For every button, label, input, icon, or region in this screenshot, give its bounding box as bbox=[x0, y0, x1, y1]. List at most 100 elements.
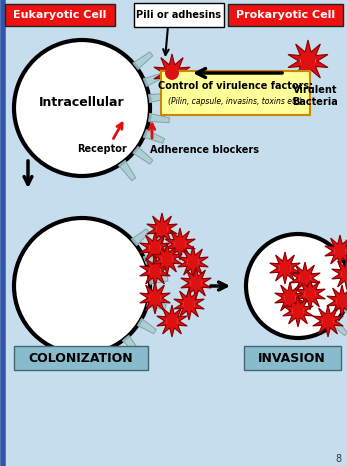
Text: 8: 8 bbox=[336, 454, 342, 464]
Ellipse shape bbox=[337, 297, 347, 305]
Circle shape bbox=[301, 54, 315, 68]
Circle shape bbox=[166, 67, 178, 79]
Polygon shape bbox=[147, 299, 166, 309]
Ellipse shape bbox=[162, 255, 172, 263]
Polygon shape bbox=[325, 235, 347, 267]
Circle shape bbox=[342, 269, 347, 279]
Text: Receptor: Receptor bbox=[77, 144, 127, 154]
Circle shape bbox=[285, 293, 295, 303]
Ellipse shape bbox=[323, 317, 333, 325]
Ellipse shape bbox=[191, 279, 201, 287]
Ellipse shape bbox=[335, 247, 345, 255]
Polygon shape bbox=[288, 40, 328, 82]
Circle shape bbox=[188, 257, 198, 267]
Circle shape bbox=[191, 278, 201, 288]
FancyBboxPatch shape bbox=[5, 4, 115, 26]
Polygon shape bbox=[140, 232, 170, 264]
Circle shape bbox=[14, 218, 150, 354]
FancyBboxPatch shape bbox=[134, 3, 224, 27]
Polygon shape bbox=[290, 262, 320, 294]
Polygon shape bbox=[150, 276, 168, 284]
Circle shape bbox=[337, 296, 347, 306]
Circle shape bbox=[280, 263, 290, 273]
Circle shape bbox=[150, 266, 160, 276]
Polygon shape bbox=[295, 278, 325, 310]
Ellipse shape bbox=[305, 290, 315, 298]
Ellipse shape bbox=[184, 300, 194, 308]
Polygon shape bbox=[339, 245, 347, 259]
Polygon shape bbox=[144, 73, 164, 86]
Polygon shape bbox=[283, 295, 313, 327]
Text: (Pilin, capsule, invasins, toxins etc): (Pilin, capsule, invasins, toxins etc) bbox=[168, 96, 303, 105]
Polygon shape bbox=[149, 114, 169, 123]
FancyBboxPatch shape bbox=[228, 4, 343, 26]
Polygon shape bbox=[137, 319, 156, 334]
Ellipse shape bbox=[166, 69, 178, 78]
Circle shape bbox=[150, 243, 160, 253]
Polygon shape bbox=[327, 285, 347, 317]
Ellipse shape bbox=[150, 267, 160, 275]
Polygon shape bbox=[178, 246, 208, 278]
FancyBboxPatch shape bbox=[244, 346, 341, 370]
Circle shape bbox=[246, 234, 347, 338]
Ellipse shape bbox=[342, 270, 347, 278]
Polygon shape bbox=[174, 288, 204, 320]
Circle shape bbox=[175, 239, 185, 249]
Text: Pili or adhesins: Pili or adhesins bbox=[136, 10, 221, 20]
Ellipse shape bbox=[150, 294, 160, 302]
Polygon shape bbox=[270, 252, 300, 284]
Circle shape bbox=[300, 273, 310, 283]
Circle shape bbox=[157, 224, 167, 234]
Polygon shape bbox=[149, 93, 169, 103]
Polygon shape bbox=[165, 228, 195, 260]
Polygon shape bbox=[152, 243, 182, 275]
FancyBboxPatch shape bbox=[161, 71, 310, 115]
Polygon shape bbox=[119, 161, 136, 181]
Polygon shape bbox=[147, 213, 177, 245]
Ellipse shape bbox=[280, 264, 290, 272]
Text: INVASION: INVASION bbox=[258, 351, 326, 364]
Circle shape bbox=[150, 293, 160, 303]
Ellipse shape bbox=[300, 274, 310, 282]
Circle shape bbox=[162, 254, 172, 264]
Polygon shape bbox=[154, 54, 190, 92]
Polygon shape bbox=[275, 282, 305, 314]
Polygon shape bbox=[332, 320, 347, 336]
Circle shape bbox=[167, 316, 177, 326]
Text: Control of virulence factors:: Control of virulence factors: bbox=[158, 81, 313, 91]
Ellipse shape bbox=[157, 225, 167, 233]
FancyBboxPatch shape bbox=[14, 346, 148, 370]
Ellipse shape bbox=[285, 294, 295, 302]
Polygon shape bbox=[181, 267, 211, 299]
Polygon shape bbox=[344, 305, 347, 316]
Polygon shape bbox=[140, 282, 170, 314]
Text: Intracellular: Intracellular bbox=[39, 96, 125, 110]
Text: Prokaryotic Cell: Prokaryotic Cell bbox=[236, 10, 335, 20]
Ellipse shape bbox=[188, 258, 198, 266]
Polygon shape bbox=[157, 305, 187, 337]
Polygon shape bbox=[144, 252, 163, 264]
Polygon shape bbox=[133, 52, 153, 69]
Ellipse shape bbox=[175, 240, 185, 248]
Circle shape bbox=[293, 306, 303, 316]
Circle shape bbox=[184, 299, 194, 309]
Polygon shape bbox=[140, 255, 170, 287]
Text: Adherence blockers: Adherence blockers bbox=[151, 145, 260, 155]
Ellipse shape bbox=[167, 317, 177, 325]
Text: COLONIZATION: COLONIZATION bbox=[29, 351, 133, 364]
Ellipse shape bbox=[301, 56, 315, 66]
Circle shape bbox=[335, 246, 345, 256]
Circle shape bbox=[305, 289, 315, 299]
Polygon shape bbox=[332, 258, 347, 290]
Polygon shape bbox=[144, 130, 164, 143]
Circle shape bbox=[323, 316, 333, 326]
Ellipse shape bbox=[150, 244, 160, 252]
Circle shape bbox=[14, 40, 150, 176]
Polygon shape bbox=[313, 305, 343, 337]
Text: Virulent Bacteria: Virulent Bacteria bbox=[292, 85, 338, 107]
Ellipse shape bbox=[293, 307, 303, 315]
Polygon shape bbox=[132, 229, 150, 246]
Text: Eukaryotic Cell: Eukaryotic Cell bbox=[13, 10, 107, 20]
Polygon shape bbox=[122, 336, 139, 353]
Polygon shape bbox=[133, 147, 153, 164]
